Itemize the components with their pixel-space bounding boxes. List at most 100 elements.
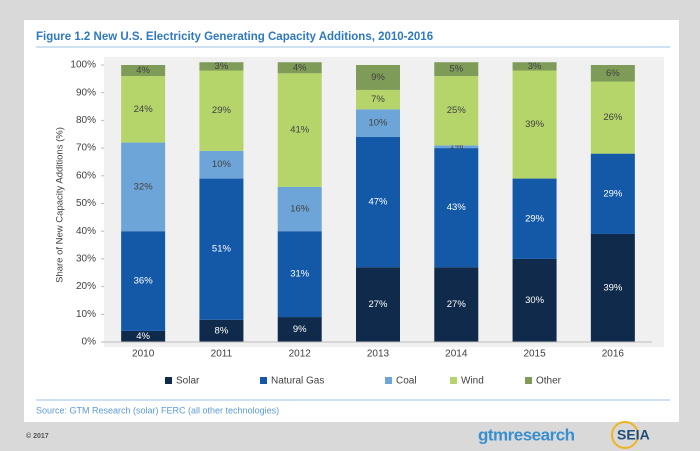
x-tick-label: 2013 xyxy=(367,349,390,360)
value-label: 29% xyxy=(603,188,623,199)
legend-swatch xyxy=(450,377,457,384)
value-label: 7% xyxy=(371,94,385,105)
bar-segment xyxy=(512,62,557,71)
bar-segment xyxy=(199,319,244,342)
bar-segment xyxy=(434,62,479,77)
value-label: 29% xyxy=(212,105,232,116)
value-label: 6% xyxy=(606,68,620,79)
value-label: 39% xyxy=(525,119,545,130)
bar-segment xyxy=(356,109,400,138)
value-label: 5% xyxy=(449,64,463,75)
y-tick-label: 10% xyxy=(76,309,96,320)
legend-label: Wind xyxy=(461,376,484,387)
bar-segment xyxy=(512,178,557,259)
value-label: 51% xyxy=(212,244,232,255)
value-label: 8% xyxy=(215,325,229,336)
bar-segment xyxy=(512,258,557,342)
bar-segment xyxy=(356,65,400,90)
value-label: 9% xyxy=(371,72,385,83)
value-label: 10% xyxy=(368,118,388,129)
value-label: 3% xyxy=(215,61,229,72)
bar-segment xyxy=(277,62,322,74)
value-label: 3% xyxy=(528,61,542,72)
value-label: 16% xyxy=(290,204,310,215)
source: Source: GTM Research (solar) FERC (all o… xyxy=(36,405,279,415)
bar-segment xyxy=(199,70,244,151)
bar-segment xyxy=(590,153,635,234)
logo-seia: SEIA xyxy=(617,427,650,443)
legend-label: Natural Gas xyxy=(271,376,324,387)
x-tick-label: 2014 xyxy=(445,349,468,360)
y-tick-label: 100% xyxy=(70,60,96,71)
logo-gtm: gtmresearch xyxy=(478,425,575,444)
x-tick-label: 2010 xyxy=(132,349,155,360)
y-tick-label: 40% xyxy=(76,226,96,237)
x-tick-label: 2016 xyxy=(602,349,625,360)
legend-label: Solar xyxy=(176,376,200,387)
value-label: 36% xyxy=(134,276,154,287)
value-label: 29% xyxy=(525,213,545,224)
value-label: 32% xyxy=(134,181,154,192)
value-label: 43% xyxy=(447,202,467,213)
y-tick-label: 60% xyxy=(76,170,96,181)
x-tick-label: 2011 xyxy=(211,349,233,360)
value-label: 4% xyxy=(293,62,307,73)
bar-segment xyxy=(590,233,635,342)
bar-segment xyxy=(434,267,479,342)
value-label: 27% xyxy=(447,299,467,310)
y-axis-label: Share of New Capacity Additions (%) xyxy=(55,127,66,283)
y-tick-label: 50% xyxy=(76,198,96,209)
bar-segment xyxy=(434,145,479,149)
y-tick-label: 70% xyxy=(76,143,96,154)
value-label: 27% xyxy=(368,299,388,310)
y-tick-label: 90% xyxy=(76,87,96,98)
bar-segment xyxy=(121,76,166,143)
value-label: 41% xyxy=(290,125,310,136)
value-label: 31% xyxy=(290,269,310,280)
bar-segment xyxy=(277,317,322,342)
value-label: 25% xyxy=(447,105,467,116)
bar-segment xyxy=(121,65,166,77)
bar-segment xyxy=(199,62,244,71)
bar-segment xyxy=(199,150,244,179)
bar-segment xyxy=(356,89,400,110)
legend-swatch xyxy=(165,377,172,384)
value-label: 26% xyxy=(603,112,623,123)
legend-label: Other xyxy=(536,376,562,387)
logo-ring xyxy=(611,421,639,449)
copyright: © 2017 xyxy=(26,432,49,440)
bar-segment xyxy=(590,65,635,82)
value-label: 4% xyxy=(136,331,150,342)
x-tick-label: 2012 xyxy=(289,349,312,360)
value-label: 47% xyxy=(368,197,388,208)
y-tick-label: 80% xyxy=(76,115,96,126)
value-label: 39% xyxy=(603,283,623,294)
bar-segment xyxy=(590,81,635,154)
y-tick-label: 0% xyxy=(82,337,97,348)
value-label: 24% xyxy=(134,104,154,115)
legend-label: Coal xyxy=(396,376,417,387)
bar-segment xyxy=(121,330,166,342)
bar-segment xyxy=(434,76,479,146)
x-tick-label: 2015 xyxy=(523,349,546,360)
bar-segment xyxy=(121,231,166,331)
y-tick-label: 30% xyxy=(76,254,96,265)
bar-segment xyxy=(356,267,400,342)
bar-segment xyxy=(512,70,557,179)
chart-title: Figure 1.2 New U.S. Electricity Generati… xyxy=(36,31,433,43)
value-label: 30% xyxy=(525,295,545,306)
legend-swatch xyxy=(385,377,392,384)
value-label: 9% xyxy=(293,324,307,335)
bar-segment xyxy=(199,178,244,320)
value-label: 4% xyxy=(136,65,150,76)
bar-segment xyxy=(434,148,479,268)
value-label: 10% xyxy=(212,159,232,170)
bar-segment xyxy=(277,231,322,318)
legend-swatch xyxy=(525,377,532,384)
value-label: 1% xyxy=(449,141,463,152)
legend-swatch xyxy=(260,377,267,384)
bar-segment xyxy=(356,137,400,268)
bar-segment xyxy=(277,186,322,232)
